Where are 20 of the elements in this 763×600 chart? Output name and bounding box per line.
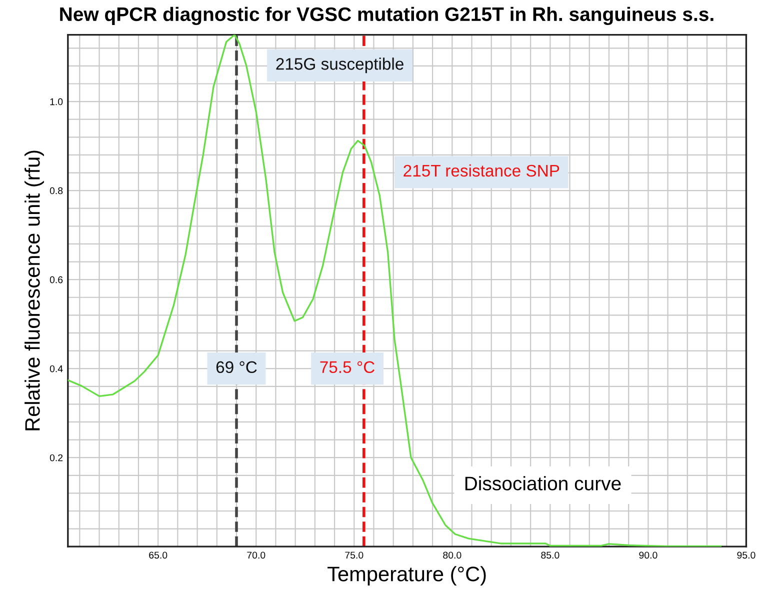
- chart-title: New qPCR diagnostic for VGSC mutation G215T in Rh. sanguineus s.s.: [60, 6, 714, 26]
- y-axis-title: Relative fluorescence unit (rfu): [24, 150, 44, 430]
- y-tick-label: 0.6: [50, 276, 63, 284]
- x-tick-label: 90.0: [639, 552, 658, 559]
- x-tick-label: 85.0: [541, 552, 560, 559]
- ref-line-label: 69 °C: [216, 361, 257, 374]
- annotation: 215T resistance SNP: [404, 164, 560, 177]
- annotation: 215G susceptible: [276, 58, 404, 74]
- y-tick-label: 0.8: [50, 187, 63, 194]
- x-tick-label: 70.0: [247, 552, 266, 559]
- y-tick-label: 0.2: [50, 454, 63, 462]
- ref-line-label: 75.5 °C: [320, 361, 375, 374]
- y-tick-label: 0.4: [50, 365, 63, 372]
- x-tick-label: 95.0: [737, 552, 756, 559]
- y-tick-label: 1.0: [50, 98, 63, 106]
- x-tick-label: 65.0: [149, 552, 168, 559]
- x-tick-label: 80.0: [443, 552, 462, 559]
- annotation: Dissociation curve: [465, 476, 621, 490]
- x-tick-label: 75.0: [345, 552, 364, 559]
- x-axis-title: Temperature (°C): [328, 566, 486, 586]
